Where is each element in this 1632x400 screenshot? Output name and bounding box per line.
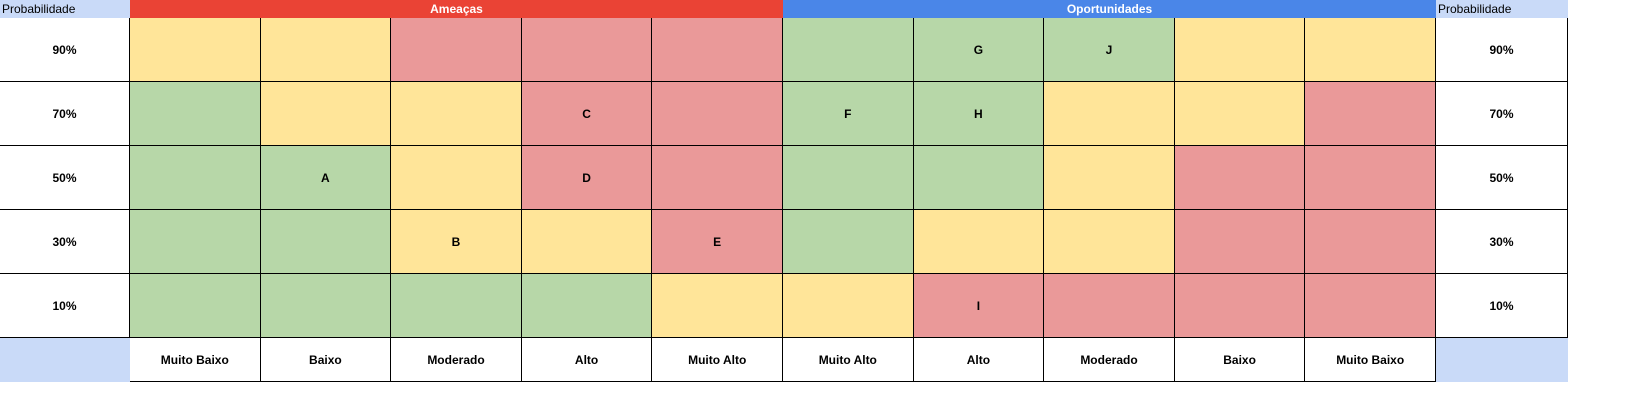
risk-cell-b: B (391, 210, 522, 274)
row-label-left: 30% (0, 210, 130, 274)
probability-header-right: Probabilidade (1436, 0, 1568, 18)
risk-cell-g: G (913, 18, 1045, 82)
risk-cell (260, 210, 392, 274)
column-label: Baixo (260, 338, 392, 382)
risk-cell-i: I (913, 274, 1045, 338)
risk-cell (1044, 274, 1175, 338)
opportunities-header: Oportunidades (783, 0, 1436, 18)
row-label-right: 30% (1436, 210, 1568, 274)
risk-cell (391, 82, 522, 146)
risk-cell (521, 210, 653, 274)
column-label: Moderado (391, 338, 522, 382)
risk-cell (130, 210, 261, 274)
row-label-left: 90% (0, 18, 130, 82)
row-label-left: 50% (0, 146, 130, 210)
row-label-right: 50% (1436, 146, 1568, 210)
risk-cell (1174, 82, 1306, 146)
risk-cell-j: J (1044, 18, 1175, 82)
risk-cell (1044, 82, 1175, 146)
risk-cell (1044, 210, 1175, 274)
risk-cell (1174, 146, 1306, 210)
risk-cell (783, 210, 914, 274)
column-label: Muito Baixo (1305, 338, 1436, 382)
risk-cell (1305, 274, 1436, 338)
risk-cell (783, 274, 914, 338)
risk-cell (130, 18, 261, 82)
risk-cell (130, 274, 261, 338)
column-label: Alto (521, 338, 653, 382)
footer-corner-right (1436, 338, 1568, 382)
column-label: Moderado (1044, 338, 1175, 382)
row-label-right: 70% (1436, 82, 1568, 146)
risk-cell (1174, 18, 1306, 82)
risk-cell (521, 274, 653, 338)
risk-cell (652, 274, 783, 338)
risk-matrix: Probabilidade Ameaças Oportunidades Prob… (0, 0, 1568, 382)
row-label-right: 90% (1436, 18, 1568, 82)
risk-cell (391, 274, 522, 338)
column-label: Muito Alto (652, 338, 783, 382)
risk-cell (652, 82, 783, 146)
risk-cell (1174, 274, 1306, 338)
risk-cell (1305, 82, 1436, 146)
risk-cell (1305, 210, 1436, 274)
risk-cell (652, 18, 783, 82)
risk-cell-c: C (521, 82, 653, 146)
risk-cell (783, 146, 914, 210)
risk-cell (130, 146, 261, 210)
column-label: Baixo (1174, 338, 1306, 382)
risk-cell-f: F (783, 82, 914, 146)
row-label-left: 10% (0, 274, 130, 338)
risk-cell (1174, 210, 1306, 274)
risk-cell-e: E (652, 210, 783, 274)
risk-cell-h: H (913, 82, 1045, 146)
column-label: Alto (913, 338, 1045, 382)
risk-cell (913, 210, 1045, 274)
risk-cell (652, 146, 783, 210)
risk-cell (260, 82, 392, 146)
threats-header: Ameaças (130, 0, 783, 18)
risk-cell (1044, 146, 1175, 210)
risk-cell (130, 82, 261, 146)
column-label: Muito Baixo (130, 338, 261, 382)
risk-cell (260, 274, 392, 338)
risk-cell (913, 146, 1045, 210)
probability-header-left: Probabilidade (0, 0, 130, 18)
risk-cell (1305, 146, 1436, 210)
risk-cell (521, 18, 653, 82)
risk-cell (391, 18, 522, 82)
footer-corner-left (0, 338, 130, 382)
risk-cell (391, 146, 522, 210)
risk-cell (260, 18, 392, 82)
column-label: Muito Alto (783, 338, 914, 382)
row-label-right: 10% (1436, 274, 1568, 338)
row-label-left: 70% (0, 82, 130, 146)
risk-cell (1305, 18, 1436, 82)
grid-left-edge (129, 18, 130, 338)
risk-cell (783, 18, 914, 82)
risk-cell-d: D (521, 146, 653, 210)
risk-cell-a: A (260, 146, 392, 210)
